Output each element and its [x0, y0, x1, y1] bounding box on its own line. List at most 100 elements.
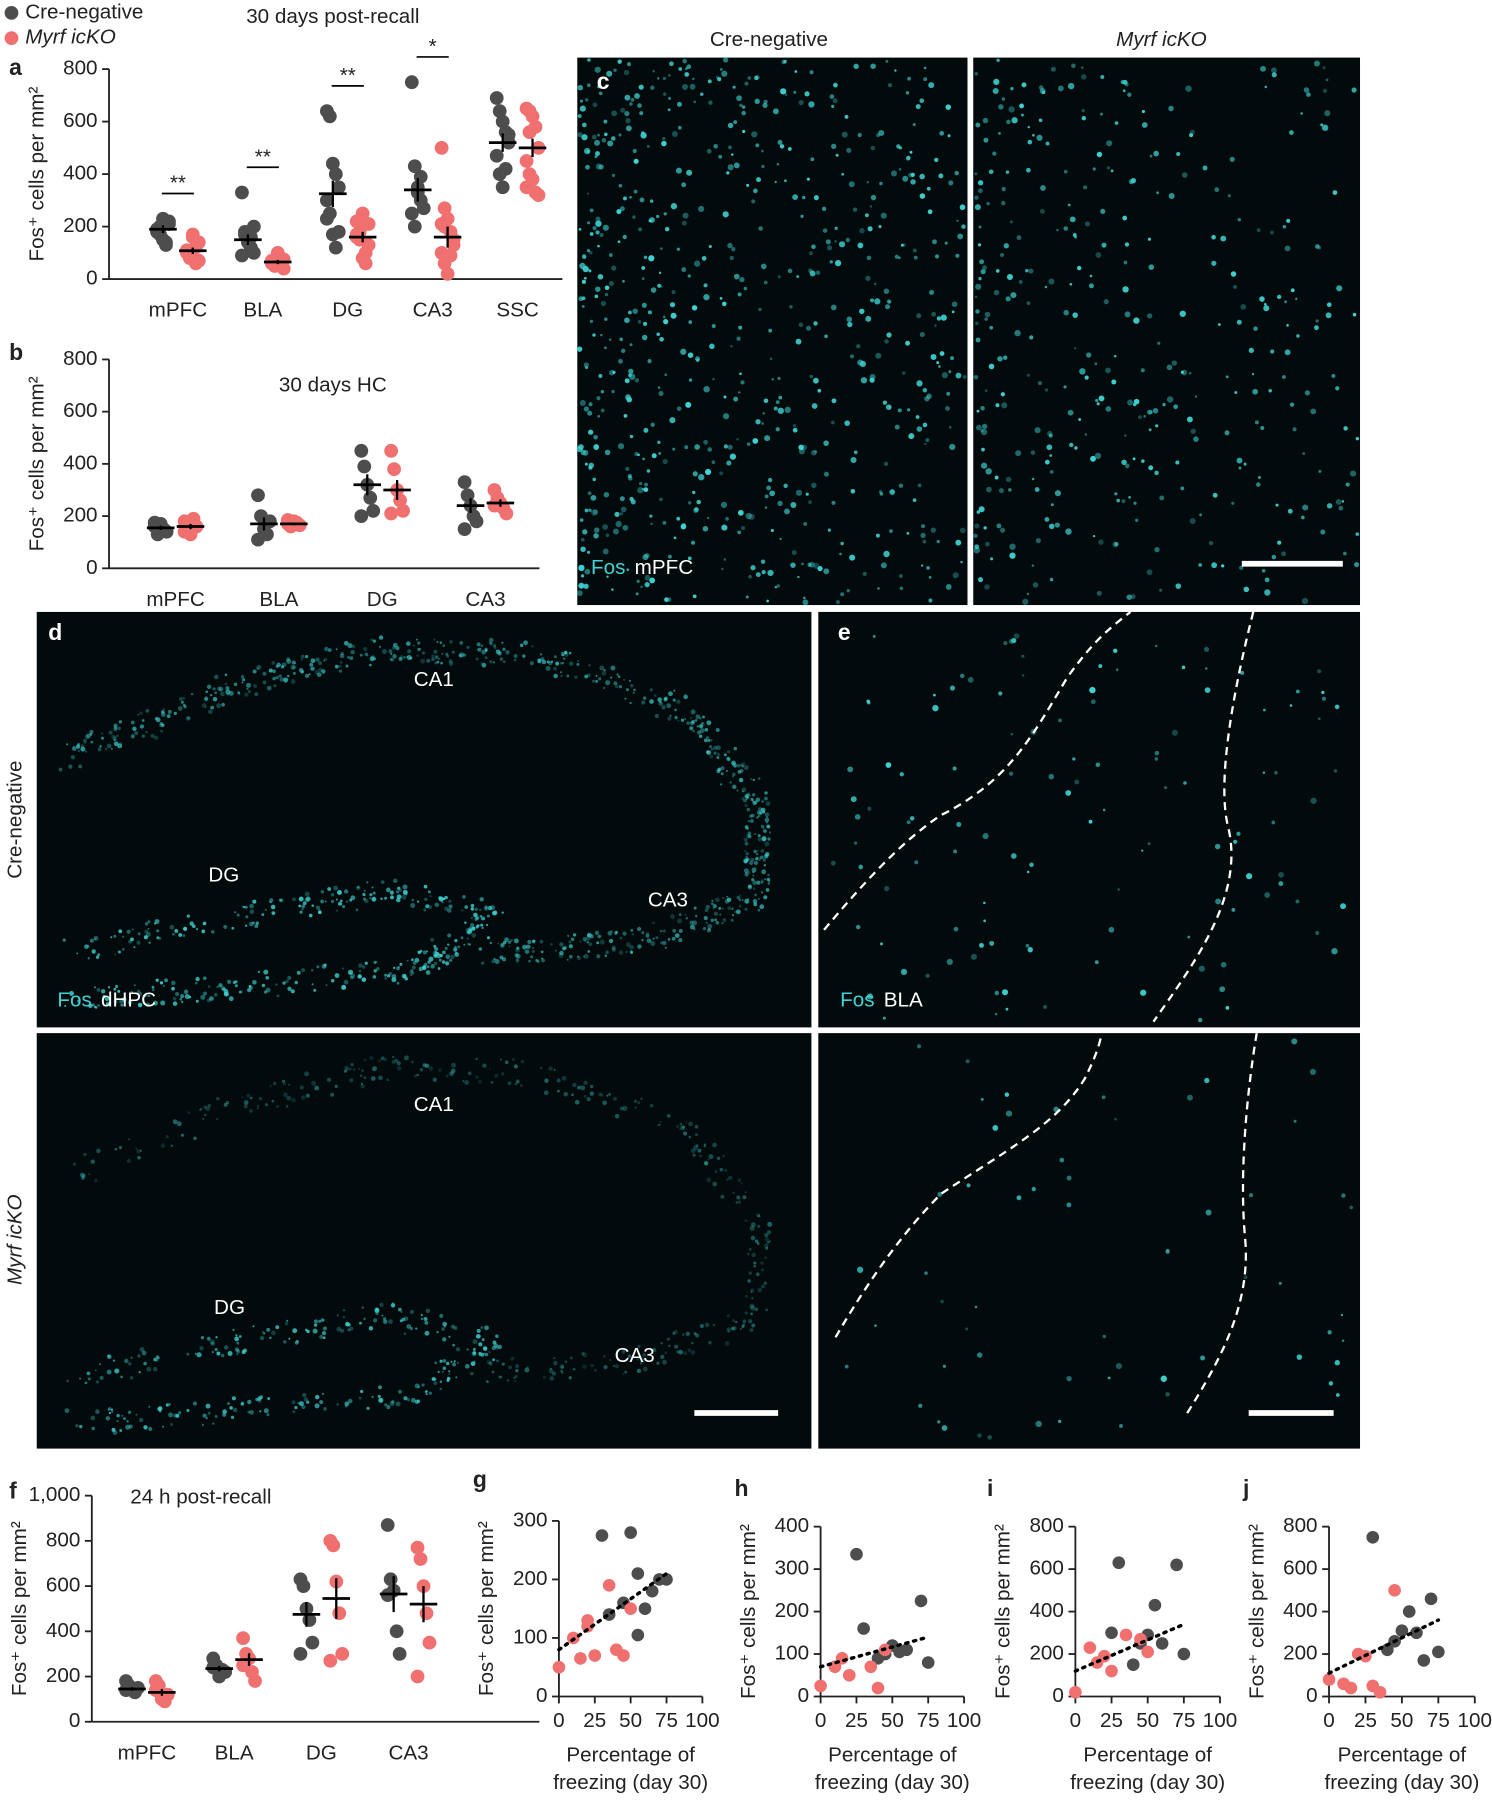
cell-dot — [1097, 152, 1102, 157]
cell-dot — [628, 369, 633, 374]
cell-dot — [173, 1119, 178, 1124]
cell-dot — [724, 444, 728, 448]
cell-dot — [199, 1346, 203, 1350]
cell-dot — [1335, 1360, 1340, 1365]
cell-dot — [764, 791, 767, 794]
cell-dot — [397, 1066, 401, 1070]
cell-dot — [1127, 93, 1131, 97]
cell-dot — [547, 661, 550, 664]
cell-dot — [867, 701, 870, 704]
cell-dot — [388, 972, 392, 976]
cell-dot — [322, 1319, 325, 1322]
cell-dot — [349, 1068, 352, 1071]
cell-dot — [874, 283, 877, 286]
cell-dot — [468, 1072, 472, 1076]
cell-dot — [375, 961, 377, 963]
cell-dot — [515, 1083, 517, 1085]
x-tick-label: 100 — [947, 1709, 981, 1732]
cell-dot — [806, 326, 811, 331]
cell-dot — [1065, 528, 1071, 534]
cell-dot — [696, 359, 699, 362]
cell-dot — [611, 136, 616, 141]
cell-dot — [672, 448, 675, 451]
cell-dot — [1051, 67, 1056, 72]
data-point — [411, 1670, 425, 1684]
cell-dot — [595, 287, 600, 292]
cell-dot — [609, 253, 613, 257]
cell-dot — [1100, 209, 1105, 214]
cell-dot — [76, 952, 78, 954]
cell-dot — [783, 484, 787, 488]
cell-dot — [275, 1325, 279, 1329]
cell-dot — [914, 256, 918, 260]
cell-dot — [642, 335, 647, 340]
cell-dot — [433, 1378, 436, 1381]
cell-dot — [242, 1350, 246, 1354]
cell-dot — [113, 727, 117, 731]
cell-dot — [567, 935, 569, 937]
cell-dot — [757, 850, 759, 852]
x-tick-label: 75 — [1427, 1709, 1450, 1732]
cell-dot — [1105, 368, 1111, 374]
cell-dot — [1072, 312, 1078, 318]
cell-dot — [218, 983, 222, 987]
cell-dot — [596, 230, 600, 234]
cell-dot — [216, 1352, 220, 1356]
cell-dot — [979, 943, 984, 948]
x-axis-label: freezing (day 30) — [815, 1771, 970, 1794]
cell-dot — [990, 557, 993, 560]
cell-dot — [293, 672, 296, 675]
cell-dot — [792, 550, 797, 555]
x-tick-label: 25 — [583, 1709, 606, 1732]
cell-dot — [252, 1325, 254, 1327]
cell-dot — [438, 658, 440, 660]
cell-dot — [132, 727, 136, 731]
cell-dot — [301, 968, 305, 972]
cell-dot — [660, 1121, 662, 1123]
cell-dot — [723, 413, 729, 419]
cell-dot — [118, 929, 122, 933]
cell-dot — [426, 1309, 431, 1314]
cell-dot — [1028, 126, 1030, 128]
cell-dot — [668, 691, 673, 696]
cell-dot — [854, 842, 857, 845]
cell-dot — [1142, 122, 1148, 128]
cell-dot — [140, 1150, 142, 1152]
cell-dot — [1263, 772, 1265, 774]
cell-dot — [80, 1173, 85, 1178]
cell-dot — [396, 1401, 401, 1406]
cell-dot — [836, 600, 840, 604]
cell-dot — [931, 312, 936, 317]
data-point — [362, 217, 376, 231]
cell-dot — [418, 951, 421, 954]
cell-dot — [793, 424, 796, 427]
cell-dot — [360, 1390, 363, 1393]
cell-dot — [620, 108, 625, 113]
cell-dot — [665, 947, 667, 949]
cell-dot — [1334, 769, 1338, 773]
cell-dot — [1125, 242, 1129, 246]
cell-dot — [851, 489, 856, 494]
y-axis-label: Fos⁺ cells per mm² — [475, 1521, 498, 1696]
cell-dot — [73, 1163, 76, 1166]
cell-dot — [183, 927, 187, 931]
cell-dot — [142, 1351, 147, 1356]
cell-dot — [1011, 117, 1017, 123]
cell-dot — [1067, 1176, 1072, 1181]
cell-dot — [594, 1369, 597, 1372]
cell-dot — [849, 555, 855, 561]
cell-dot — [139, 1418, 143, 1422]
y-axis-label: Fos⁺ cells per mm² — [737, 1524, 760, 1699]
cell-dot — [429, 1066, 433, 1070]
cell-dot — [655, 936, 658, 939]
cell-dot — [933, 694, 936, 697]
cell-dot — [647, 145, 650, 148]
cell-dot — [297, 1402, 299, 1404]
cell-dot — [626, 125, 632, 131]
cell-dot — [244, 1104, 248, 1108]
cell-dot — [1187, 416, 1193, 422]
cell-dot — [362, 965, 365, 968]
data-point — [922, 1656, 935, 1669]
cell-dot — [867, 807, 871, 811]
data-point — [1396, 1624, 1409, 1637]
